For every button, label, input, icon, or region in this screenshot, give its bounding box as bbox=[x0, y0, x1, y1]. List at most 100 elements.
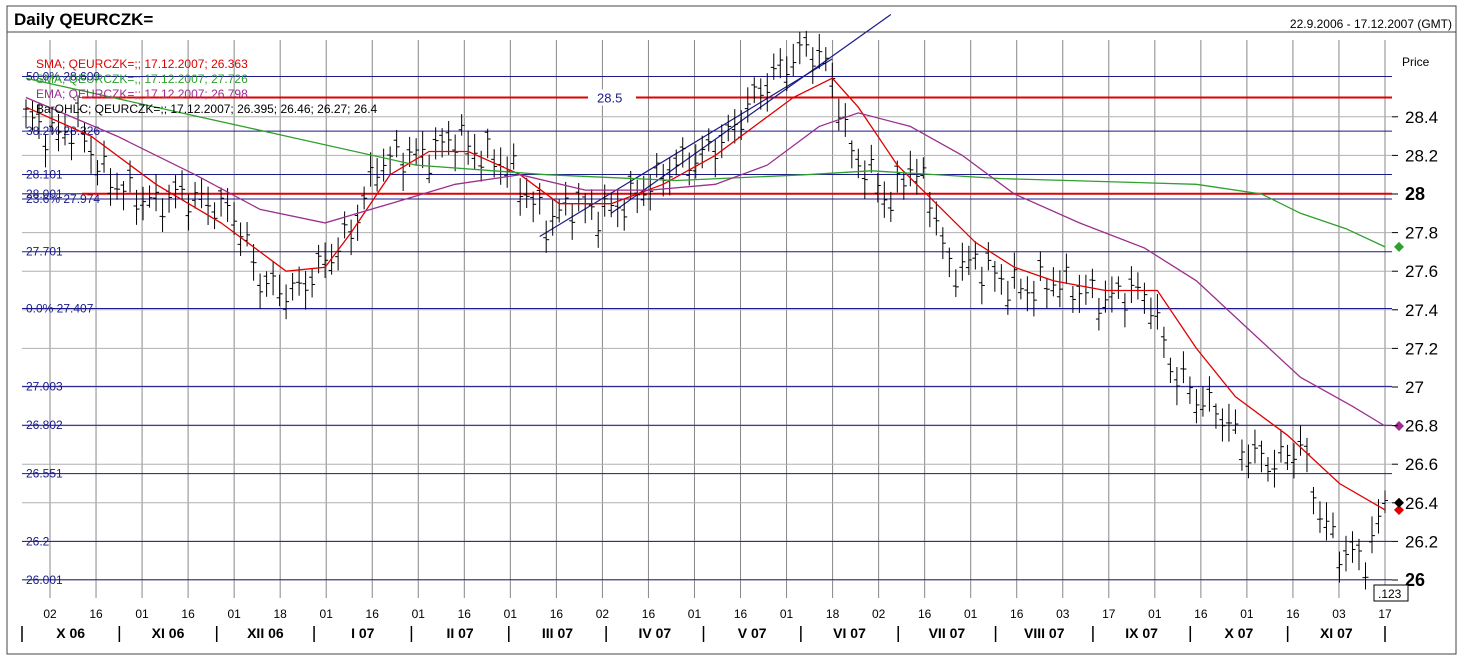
x-tick-label: 16 bbox=[642, 607, 656, 621]
ohlc-bar bbox=[835, 98, 842, 131]
ohlc-bar bbox=[322, 242, 329, 279]
ohlc-bar bbox=[1115, 276, 1122, 299]
ohlc-bar bbox=[1141, 282, 1148, 314]
ohlc-bar bbox=[1323, 502, 1330, 541]
moving-averages bbox=[25, 77, 1404, 515]
ohlc-bar bbox=[647, 174, 654, 211]
series-end-marker bbox=[1394, 504, 1404, 515]
ohlc-bar bbox=[36, 102, 43, 139]
ohlc-bar bbox=[744, 87, 751, 123]
x-tick-label: 17 bbox=[1102, 607, 1116, 621]
ohlc-bar bbox=[283, 284, 290, 320]
level-label: 26.802 bbox=[26, 418, 63, 432]
ohlc-bar bbox=[1232, 409, 1239, 434]
x-tick-label: 01 bbox=[412, 607, 426, 621]
ohlc-bar bbox=[803, 30, 810, 57]
y-tick-label: 27.4 bbox=[1405, 301, 1438, 320]
ohlc-bar bbox=[1336, 551, 1343, 583]
ohlc-bar bbox=[1186, 376, 1193, 404]
ohlc-bar bbox=[595, 211, 602, 248]
ohlc-bar bbox=[1290, 443, 1297, 479]
ohlc-bar bbox=[640, 175, 647, 206]
ohlc-bar bbox=[920, 157, 927, 179]
ohlc-bar bbox=[380, 148, 387, 182]
x-tick-label: 01 bbox=[1148, 607, 1162, 621]
ohlc-bar bbox=[205, 186, 212, 226]
level-label: 26.2 bbox=[26, 534, 50, 548]
ohlc-bar bbox=[991, 260, 998, 292]
x-axis-ticks: 02 16 01 16 01 18 01 16 01 16 01 16 02 16 01 16 01 18 02 16… bbox=[21, 607, 1392, 642]
month-label: X 07 bbox=[1225, 625, 1254, 641]
ohlc-bar bbox=[250, 244, 257, 281]
ohlc-bar bbox=[1316, 501, 1323, 533]
ohlc-bar bbox=[1108, 276, 1115, 313]
ohlc-bar bbox=[348, 219, 355, 256]
ohlc-bar bbox=[796, 31, 803, 65]
ohlc-bar bbox=[1271, 449, 1278, 488]
month-label: IV 07 bbox=[638, 625, 671, 641]
ohlc-bar bbox=[62, 113, 69, 146]
ohlc-bar bbox=[432, 127, 439, 160]
month-label: XI 07 bbox=[1320, 625, 1353, 641]
ohlc-bar bbox=[335, 237, 342, 271]
ohlc-bar bbox=[133, 189, 140, 225]
ohlc-bar bbox=[783, 56, 790, 92]
ohlc-bar bbox=[868, 144, 875, 173]
ohlc-bar bbox=[1238, 439, 1245, 471]
bar-end-marker bbox=[1394, 497, 1404, 508]
ohlc-bar bbox=[718, 124, 725, 159]
ohlc-bar bbox=[1167, 357, 1174, 384]
horizontal-levels: 50.0% 28.609 38.2% 28.326 28.101 28.00123.6… bbox=[22, 69, 1392, 587]
ohlc-bar bbox=[218, 187, 225, 217]
month-label: VI 07 bbox=[833, 625, 866, 641]
cursor-value: .123 bbox=[1378, 587, 1402, 601]
ohlc-bar bbox=[1375, 499, 1382, 534]
level-label: 38.2% 28.326 bbox=[26, 124, 100, 138]
level-label: 27.701 bbox=[26, 245, 63, 259]
ohlc-bar bbox=[1219, 408, 1226, 442]
x-tick-label: 16 bbox=[458, 607, 472, 621]
ohlc-bar bbox=[1063, 253, 1070, 285]
ohlc-bar bbox=[1199, 386, 1206, 417]
y-tick-label: 27.2 bbox=[1405, 339, 1438, 358]
red-levels: 28.5 bbox=[82, 89, 1392, 195]
ohlc-bar bbox=[939, 227, 946, 260]
ohlc-bar bbox=[1160, 326, 1167, 359]
ohlc-bar bbox=[49, 110, 56, 135]
x-tick-label: 16 bbox=[918, 607, 932, 621]
ohlc-bar bbox=[1154, 294, 1161, 330]
ohlc-bar bbox=[400, 152, 407, 192]
ohlc-bar bbox=[673, 149, 680, 176]
ohlc-bar bbox=[1173, 367, 1180, 406]
ohlc-bar bbox=[1056, 270, 1063, 308]
ohlc-bar bbox=[1349, 531, 1356, 563]
ohlc-bar bbox=[874, 173, 881, 203]
ohlc-bar bbox=[484, 128, 491, 159]
ohlc-bar bbox=[621, 198, 628, 231]
ohlc-bar bbox=[933, 201, 940, 236]
x-tick-label: 16 bbox=[1010, 607, 1024, 621]
level-label: 26.551 bbox=[26, 467, 63, 481]
ohlc-bar bbox=[302, 270, 309, 310]
legend-entry: EMA; QEURCZK=;; 17.12.2007; 26.798 bbox=[36, 87, 248, 101]
ohlc-bar bbox=[998, 264, 1005, 295]
ohlc-bar bbox=[1076, 274, 1083, 313]
gridlines bbox=[22, 40, 1392, 598]
ohlc-bar bbox=[107, 168, 114, 206]
ohlc-bar bbox=[1147, 297, 1154, 330]
ohlc-bar bbox=[1284, 444, 1291, 471]
ohlc-bar bbox=[1121, 293, 1128, 328]
ohlc-bar bbox=[140, 186, 147, 221]
ohlc-bar bbox=[159, 198, 166, 233]
ohlc-bar bbox=[855, 148, 862, 179]
ohlc-bar bbox=[1355, 538, 1362, 571]
ohlc-bar bbox=[179, 170, 186, 200]
ohlc-bar bbox=[764, 73, 771, 112]
ohlc-bar bbox=[757, 78, 764, 110]
ohlc-bar bbox=[75, 95, 82, 128]
ohlc-bar bbox=[296, 266, 303, 296]
ohlc-bar bbox=[634, 179, 641, 214]
ohlc-bar bbox=[510, 143, 517, 170]
ohlc-bar bbox=[536, 183, 543, 215]
ohlc-bar bbox=[426, 154, 433, 184]
